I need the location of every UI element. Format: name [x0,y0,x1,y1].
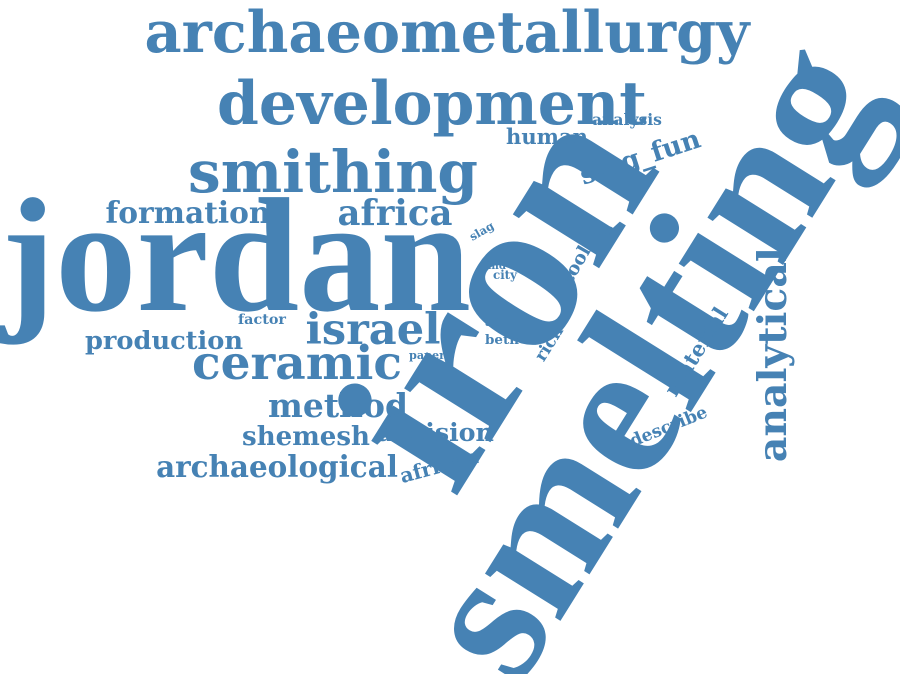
word-zarqa: zarqa [565,219,615,239]
word-decision: decision [376,417,494,448]
word-israel: israel [305,305,441,356]
word-development: development [217,69,647,140]
word-analysis: analysis [592,110,662,130]
word-smithing: smithing [188,137,478,206]
word-find: find [484,259,506,272]
word-africa: africa [337,193,453,235]
word-factor: factor [238,311,286,328]
word-beth: beth [485,332,519,349]
word-tell: tell [484,312,512,331]
word-method: method [268,385,408,425]
word-city: city [493,268,517,283]
word-ceramic: ceramic [192,336,402,392]
word-jordan: jordan [1,165,471,346]
word-archaeological: archaeological [156,449,398,485]
word-production: production [85,326,243,357]
word-analytical: analytical [749,247,796,463]
word-formation: formation [105,195,271,231]
word-paper: paper [409,348,445,363]
word-human: human [506,124,588,150]
word-shemesh: shemesh [242,421,370,452]
word-archaeometallurgy: archaeometallurgy [144,0,750,67]
